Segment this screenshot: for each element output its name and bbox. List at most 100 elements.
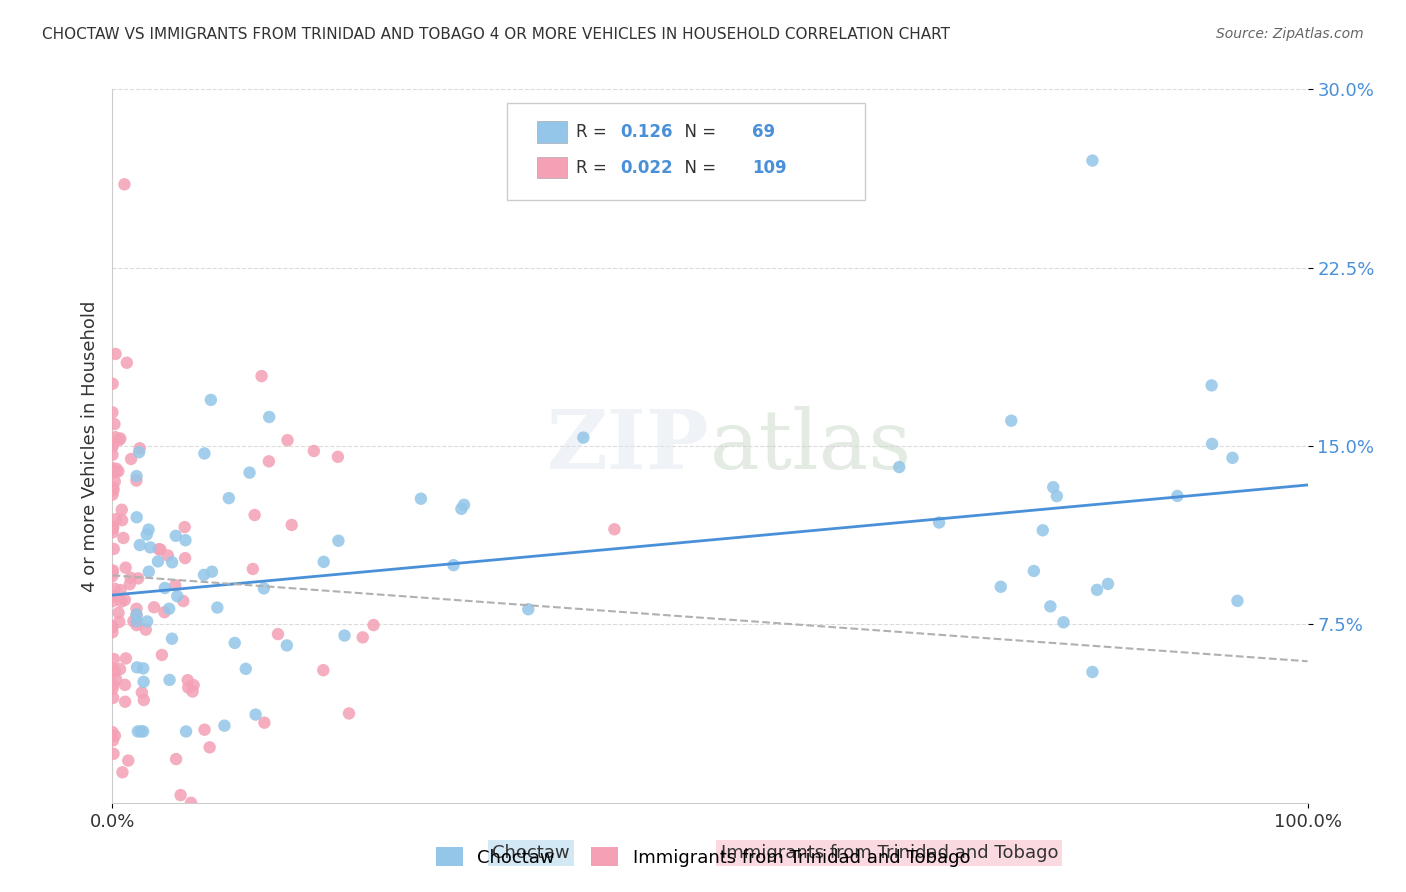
Text: ZIP: ZIP — [547, 406, 710, 486]
Immigrants from Trinidad and Tobago — [105, 512, 128, 526]
Immigrants from Trinidad and Tobago — [104, 475, 127, 489]
Immigrants from Trinidad and Tobago — [104, 430, 127, 444]
Choctaw — [224, 636, 246, 650]
Immigrants from Trinidad and Tobago — [326, 450, 349, 464]
Immigrants from Trinidad and Tobago — [108, 433, 131, 447]
Immigrants from Trinidad and Tobago — [101, 448, 124, 462]
Choctaw — [200, 392, 222, 407]
Immigrants from Trinidad and Tobago — [125, 601, 148, 615]
Immigrants from Trinidad and Tobago — [101, 439, 124, 453]
Choctaw — [174, 533, 197, 548]
Choctaw — [1166, 489, 1188, 503]
Choctaw — [128, 538, 150, 552]
Immigrants from Trinidad and Tobago — [104, 347, 127, 361]
Choctaw — [132, 661, 155, 675]
Choctaw — [517, 602, 540, 616]
Choctaw — [1039, 599, 1062, 614]
Choctaw — [207, 600, 229, 615]
Immigrants from Trinidad and Tobago — [101, 405, 124, 419]
Immigrants from Trinidad and Tobago — [143, 600, 166, 615]
Immigrants from Trinidad and Tobago — [352, 631, 374, 645]
Y-axis label: 4 or more Vehicles in Household: 4 or more Vehicles in Household — [80, 301, 98, 591]
Immigrants from Trinidad and Tobago — [101, 620, 124, 634]
Immigrants from Trinidad and Tobago — [101, 625, 124, 640]
Immigrants from Trinidad and Tobago — [104, 729, 127, 743]
Choctaw — [166, 589, 188, 603]
Choctaw — [238, 466, 260, 480]
Choctaw — [160, 555, 183, 569]
Choctaw — [1201, 378, 1223, 392]
Immigrants from Trinidad and Tobago — [104, 672, 127, 686]
Choctaw — [138, 565, 160, 579]
Choctaw — [1022, 564, 1045, 578]
Immigrants from Trinidad and Tobago — [110, 594, 132, 608]
Immigrants from Trinidad and Tobago — [125, 474, 148, 488]
Choctaw — [157, 601, 180, 615]
Immigrants from Trinidad and Tobago — [111, 765, 134, 780]
Choctaw — [333, 628, 356, 642]
FancyBboxPatch shape — [508, 103, 866, 200]
Text: 69: 69 — [752, 123, 775, 141]
Immigrants from Trinidad and Tobago — [165, 752, 187, 766]
Immigrants from Trinidad and Tobago — [103, 417, 125, 431]
Choctaw — [132, 674, 155, 689]
Choctaw — [1000, 414, 1022, 428]
Immigrants from Trinidad and Tobago — [253, 715, 276, 730]
Choctaw — [889, 460, 911, 475]
Choctaw — [160, 632, 183, 646]
Choctaw — [125, 614, 148, 628]
Legend: Choctaw, Immigrants from Trinidad and Tobago: Choctaw, Immigrants from Trinidad and To… — [429, 840, 977, 874]
Immigrants from Trinidad and Tobago — [128, 442, 150, 456]
Choctaw — [135, 527, 157, 541]
Immigrants from Trinidad and Tobago — [115, 651, 138, 665]
Immigrants from Trinidad and Tobago — [103, 652, 125, 666]
Choctaw — [1226, 594, 1249, 608]
Immigrants from Trinidad and Tobago — [131, 685, 153, 699]
Immigrants from Trinidad and Tobago — [174, 551, 197, 566]
Choctaw — [132, 724, 155, 739]
Immigrants from Trinidad and Tobago — [165, 578, 187, 592]
Choctaw — [127, 724, 149, 739]
Choctaw — [129, 724, 152, 739]
Immigrants from Trinidad and Tobago — [104, 465, 127, 479]
Immigrants from Trinidad and Tobago — [110, 583, 132, 598]
Immigrants from Trinidad and Tobago — [337, 706, 360, 721]
Immigrants from Trinidad and Tobago — [101, 521, 124, 535]
Choctaw — [1032, 523, 1054, 537]
Immigrants from Trinidad and Tobago — [103, 582, 125, 596]
Text: N =: N = — [675, 123, 721, 141]
Choctaw — [125, 469, 148, 483]
Choctaw — [312, 555, 335, 569]
Immigrants from Trinidad and Tobago — [103, 481, 125, 495]
Immigrants from Trinidad and Tobago — [127, 571, 149, 585]
Immigrants from Trinidad and Tobago — [101, 619, 124, 633]
Immigrants from Trinidad and Tobago — [120, 571, 142, 585]
Choctaw — [409, 491, 432, 506]
Immigrants from Trinidad and Tobago — [148, 542, 170, 557]
Choctaw — [276, 639, 298, 653]
Choctaw — [165, 529, 187, 543]
Choctaw — [138, 523, 160, 537]
Choctaw — [218, 491, 240, 505]
Immigrants from Trinidad and Tobago — [101, 563, 124, 577]
Immigrants from Trinidad and Tobago — [198, 740, 221, 755]
Text: Choctaw: Choctaw — [492, 844, 569, 862]
Immigrants from Trinidad and Tobago — [153, 605, 176, 619]
Immigrants from Trinidad and Tobago — [101, 681, 124, 696]
Immigrants from Trinidad and Tobago — [101, 439, 124, 453]
Immigrants from Trinidad and Tobago — [172, 594, 194, 608]
Immigrants from Trinidad and Tobago — [101, 725, 124, 739]
Immigrants from Trinidad and Tobago — [183, 678, 205, 692]
Immigrants from Trinidad and Tobago — [114, 178, 135, 192]
Immigrants from Trinidad and Tobago — [280, 518, 302, 533]
Choctaw — [1222, 450, 1244, 465]
Immigrants from Trinidad and Tobago — [114, 695, 136, 709]
Text: R =: R = — [576, 123, 612, 141]
Choctaw — [450, 501, 472, 516]
Text: Source: ZipAtlas.com: Source: ZipAtlas.com — [1216, 27, 1364, 41]
Immigrants from Trinidad and Tobago — [107, 606, 129, 620]
Immigrants from Trinidad and Tobago — [104, 465, 127, 479]
Choctaw — [1081, 665, 1104, 679]
Choctaw — [146, 554, 169, 568]
Immigrants from Trinidad and Tobago — [104, 665, 127, 679]
